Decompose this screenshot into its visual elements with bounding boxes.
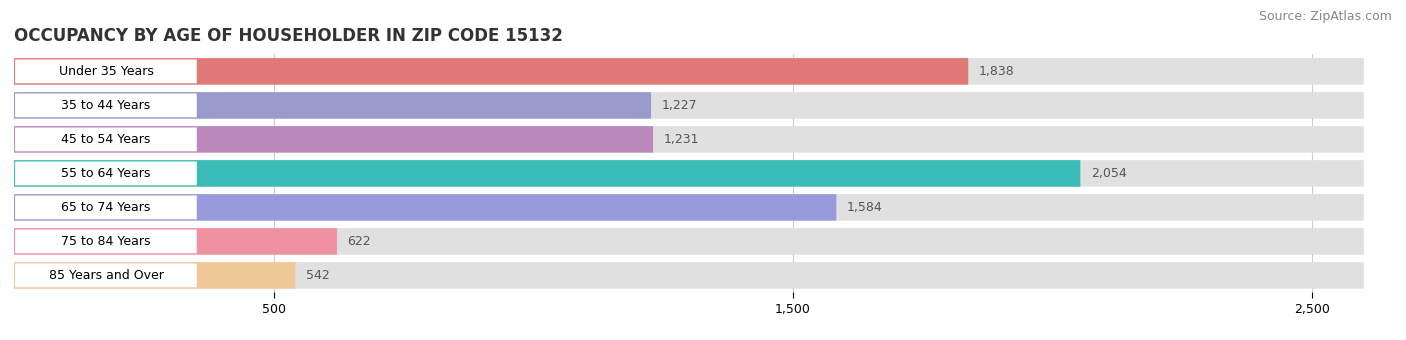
FancyBboxPatch shape bbox=[14, 58, 969, 85]
FancyBboxPatch shape bbox=[14, 58, 1364, 85]
FancyBboxPatch shape bbox=[14, 126, 654, 153]
Text: 1,227: 1,227 bbox=[661, 99, 697, 112]
Text: Source: ZipAtlas.com: Source: ZipAtlas.com bbox=[1258, 10, 1392, 23]
Text: 65 to 74 Years: 65 to 74 Years bbox=[62, 201, 150, 214]
FancyBboxPatch shape bbox=[14, 92, 1364, 119]
FancyBboxPatch shape bbox=[14, 262, 1364, 289]
Text: 542: 542 bbox=[307, 269, 329, 282]
FancyBboxPatch shape bbox=[14, 262, 295, 289]
Text: 45 to 54 Years: 45 to 54 Years bbox=[62, 133, 150, 146]
FancyBboxPatch shape bbox=[15, 195, 197, 219]
FancyBboxPatch shape bbox=[14, 126, 1364, 153]
FancyBboxPatch shape bbox=[15, 230, 197, 253]
Text: 75 to 84 Years: 75 to 84 Years bbox=[62, 235, 150, 248]
Text: 35 to 44 Years: 35 to 44 Years bbox=[62, 99, 150, 112]
FancyBboxPatch shape bbox=[14, 228, 1364, 255]
Text: OCCUPANCY BY AGE OF HOUSEHOLDER IN ZIP CODE 15132: OCCUPANCY BY AGE OF HOUSEHOLDER IN ZIP C… bbox=[14, 27, 562, 45]
Text: 1,838: 1,838 bbox=[979, 65, 1014, 78]
FancyBboxPatch shape bbox=[14, 194, 837, 221]
Text: 85 Years and Over: 85 Years and Over bbox=[49, 269, 163, 282]
Text: 1,584: 1,584 bbox=[846, 201, 883, 214]
Text: 1,231: 1,231 bbox=[664, 133, 699, 146]
FancyBboxPatch shape bbox=[15, 264, 197, 287]
FancyBboxPatch shape bbox=[15, 128, 197, 151]
FancyBboxPatch shape bbox=[14, 194, 1364, 221]
Text: 2,054: 2,054 bbox=[1091, 167, 1126, 180]
FancyBboxPatch shape bbox=[14, 228, 337, 255]
FancyBboxPatch shape bbox=[15, 162, 197, 185]
FancyBboxPatch shape bbox=[15, 59, 197, 83]
Text: 622: 622 bbox=[347, 235, 371, 248]
Text: Under 35 Years: Under 35 Years bbox=[59, 65, 153, 78]
FancyBboxPatch shape bbox=[14, 92, 651, 119]
FancyBboxPatch shape bbox=[14, 160, 1080, 187]
FancyBboxPatch shape bbox=[14, 160, 1364, 187]
Text: 55 to 64 Years: 55 to 64 Years bbox=[62, 167, 150, 180]
FancyBboxPatch shape bbox=[15, 94, 197, 117]
